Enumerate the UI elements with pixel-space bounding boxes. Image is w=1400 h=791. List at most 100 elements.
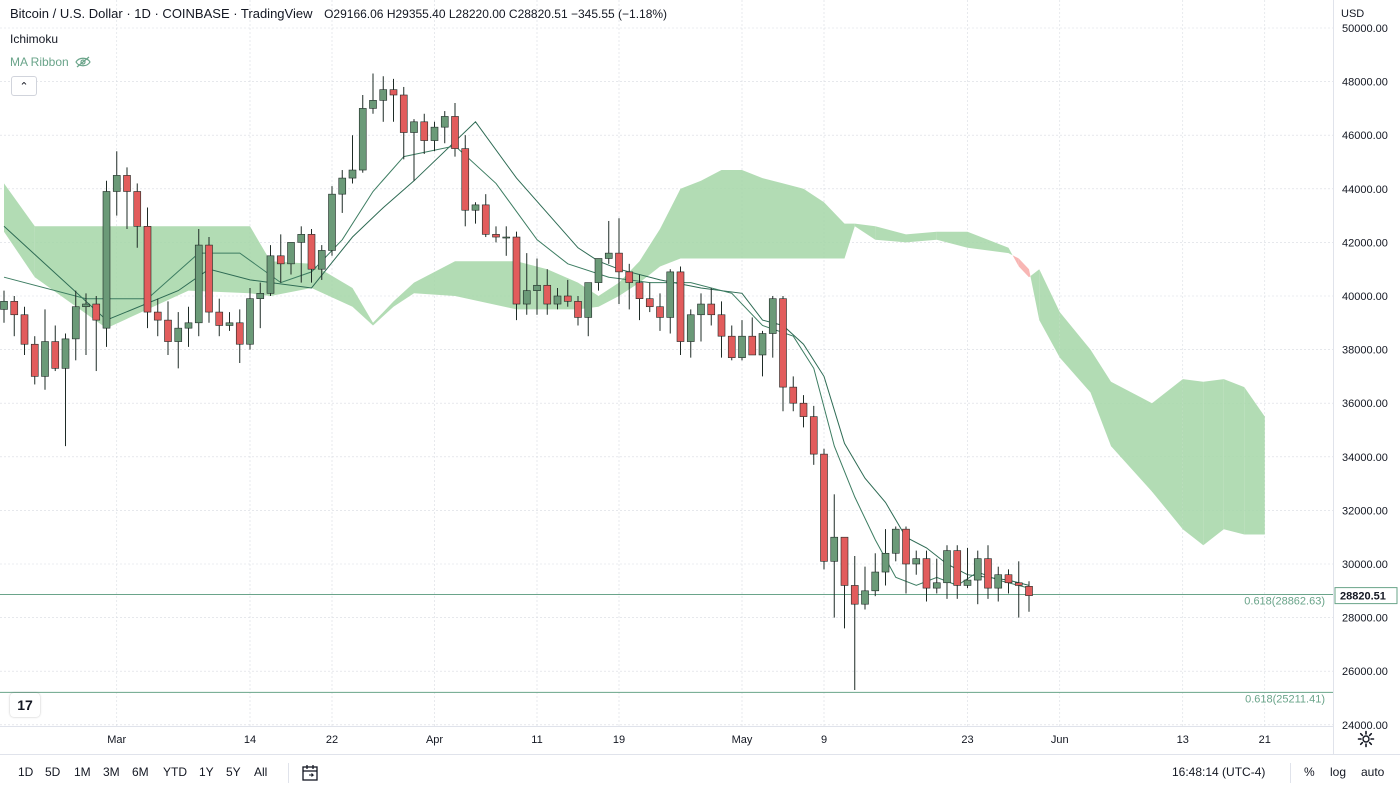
candle — [338, 170, 347, 213]
ichimoku-cloud — [4, 170, 1265, 546]
last-price-tag — [1334, 587, 1398, 605]
candle-body — [246, 298, 254, 345]
candle — [0, 290, 8, 323]
candle-body — [420, 121, 429, 141]
candle — [369, 73, 377, 114]
time-axis[interactable]: Mar 14 22 Apr 11 19 May 9 23 Jun 13 21 — [0, 726, 1333, 747]
candle — [1014, 561, 1023, 618]
candle-body — [82, 303, 90, 308]
candle-body — [235, 322, 244, 345]
cloud-segment — [1182, 379, 1204, 546]
candle-body — [861, 590, 869, 605]
candle — [840, 536, 849, 629]
candle-body — [143, 226, 152, 313]
currency-selector[interactable]: USD — [1341, 8, 1365, 20]
candle — [809, 405, 818, 465]
cloud-segment — [854, 223, 876, 240]
candle — [758, 330, 767, 377]
collapse-legend-button[interactable]: ⌃ — [11, 76, 37, 96]
percent-scale-button[interactable]: % — [1304, 765, 1315, 779]
candle-body — [697, 303, 705, 316]
price-tick-label: 42000.00 — [1342, 237, 1388, 249]
range-ytd-button[interactable]: YTD — [163, 765, 187, 779]
fib-levels: 0.618(28862.63) 0.618(25211.41) — [0, 593, 1333, 705]
candle-body — [287, 242, 295, 265]
candle-body — [20, 314, 29, 345]
candle-body — [768, 298, 777, 334]
candle-body — [912, 558, 921, 565]
candle-body — [850, 585, 859, 605]
candle — [666, 269, 675, 334]
candle-body — [205, 244, 213, 313]
clock-readout[interactable]: 16:48:14 (UTC-4) — [1172, 765, 1266, 779]
candle — [563, 279, 572, 307]
symbol-title[interactable]: Bitcoin / U.S. Dollar · 1D · COINBASE · … — [10, 6, 313, 21]
cloud-segment — [1244, 387, 1265, 535]
candle-body — [348, 169, 357, 179]
candle-body — [973, 558, 982, 581]
chart-canvas[interactable]: 0.618(28862.63) 0.618(25211.41) 50000.00 4… — [0, 0, 1400, 754]
candle — [492, 226, 500, 243]
price-tick-label: 34000.00 — [1342, 452, 1388, 464]
log-scale-button[interactable]: log — [1330, 765, 1347, 779]
candle — [225, 312, 234, 331]
candle-body — [153, 311, 162, 321]
candle — [871, 553, 880, 597]
candle-body — [594, 258, 603, 283]
candle — [625, 263, 634, 310]
cloud-segment — [1152, 379, 1183, 530]
candle-body — [902, 528, 910, 565]
range-1d-button[interactable]: 1D — [18, 765, 34, 779]
range-1y-button[interactable]: 1Y — [199, 765, 214, 779]
range-6m-button[interactable]: 6M — [132, 765, 149, 779]
candle-body — [184, 322, 193, 329]
candle — [727, 325, 736, 361]
indicator-lines — [3, 121, 1030, 589]
range-5d-button[interactable]: 5D — [45, 765, 61, 779]
candle-body — [563, 295, 572, 302]
price-axis[interactable]: 50000.00 48000.00 46000.00 44000.00 42000.00… — [1333, 0, 1400, 754]
auto-scale-button[interactable]: auto — [1361, 765, 1385, 779]
candle — [194, 229, 203, 337]
cloud-segment — [188, 226, 250, 294]
candle — [358, 95, 367, 173]
candle-body — [92, 303, 101, 321]
candle-body — [748, 335, 757, 356]
candle — [543, 269, 552, 315]
candle-body — [389, 89, 398, 96]
candle — [317, 245, 326, 280]
candle — [20, 306, 29, 355]
candle — [143, 207, 152, 329]
cloud-segment — [803, 188, 824, 259]
candle — [707, 287, 716, 326]
range-5y-button[interactable]: 5Y — [226, 765, 241, 779]
candle-body — [656, 306, 664, 318]
toolbar-divider — [1290, 763, 1291, 783]
cloud-segment — [1039, 269, 1060, 358]
time-tick-label: 21 — [1259, 734, 1271, 746]
candle — [410, 119, 418, 181]
candle-body — [820, 453, 828, 562]
indicator-ma-ribbon[interactable]: MA Ribbon — [10, 55, 91, 69]
candle-body — [553, 295, 562, 305]
range-3m-button[interactable]: 3M — [103, 765, 120, 779]
gear-icon[interactable] — [1357, 730, 1375, 748]
candle — [512, 231, 521, 321]
cloud-segment — [250, 226, 271, 296]
ichimoku-base-line — [3, 121, 1030, 586]
candle-body — [164, 319, 172, 342]
candle-body — [686, 314, 695, 342]
cloud-segment — [373, 301, 394, 326]
calendar-icon[interactable] — [301, 764, 319, 782]
candle-body — [1014, 582, 1023, 586]
cloud-segment — [352, 288, 373, 326]
indicator-ichimoku[interactable]: Ichimoku — [10, 32, 59, 46]
range-all-button[interactable]: All — [254, 765, 268, 779]
candle-body — [789, 386, 798, 404]
range-1m-button[interactable]: 1M — [74, 765, 91, 779]
tradingview-logo[interactable]: 17 — [10, 693, 40, 717]
candle-body — [276, 255, 285, 265]
eye-hidden-icon[interactable] — [75, 56, 91, 68]
candle-body — [102, 191, 111, 329]
